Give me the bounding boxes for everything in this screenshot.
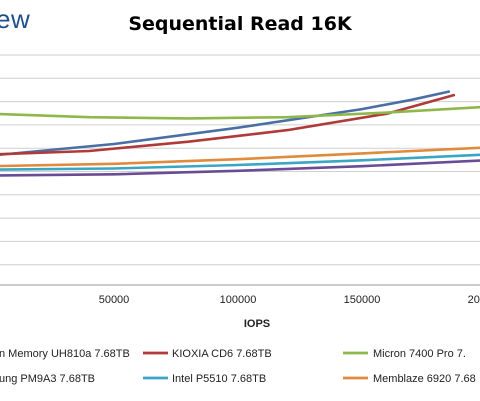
legend-label: n Memory UH810a 7.68TB xyxy=(0,348,130,360)
series-line xyxy=(0,146,480,168)
series-line xyxy=(0,93,456,156)
legend-item: KIOXIA CD6 7.68TB xyxy=(143,348,272,360)
x-tick-label: 100000 xyxy=(220,294,257,306)
legend-label: Micron 7400 Pro 7. xyxy=(373,348,466,360)
legend: n Memory UH810a 7.68TB KIOXIA CD6 7.68TB M… xyxy=(0,348,476,385)
legend-item: Intel P5510 7.68TB xyxy=(143,373,266,385)
x-tick-label: 150000 xyxy=(344,294,381,306)
x-tick-label: 200000 xyxy=(468,294,480,306)
x-axis-label: IOPS xyxy=(244,318,270,330)
brand-logo: ew xyxy=(0,4,31,34)
x-tick-label: 50000 xyxy=(99,294,130,306)
legend-label: Memblaze 6920 7.68 xyxy=(373,373,476,385)
legend-item: Micron 7400 Pro 7. xyxy=(343,348,466,360)
legend-label: ung PM9A3 7.68TB xyxy=(0,373,95,385)
series-line xyxy=(0,105,480,120)
legend-item: Memblaze 6920 7.68 xyxy=(343,373,476,385)
legend-label: Intel P5510 7.68TB xyxy=(172,373,266,385)
series-line xyxy=(0,153,480,171)
chart-title: Sequential Read 16K xyxy=(128,13,352,35)
x-tick-labels: 50000 100000 150000 200000 xyxy=(99,294,480,306)
series-lines xyxy=(0,90,480,177)
legend-item: n Memory UH810a 7.68TB xyxy=(0,348,130,360)
series-line xyxy=(0,159,480,177)
series-line xyxy=(0,90,451,157)
legend-item: ung PM9A3 7.68TB xyxy=(0,373,95,385)
legend-label: KIOXIA CD6 7.68TB xyxy=(172,348,272,360)
